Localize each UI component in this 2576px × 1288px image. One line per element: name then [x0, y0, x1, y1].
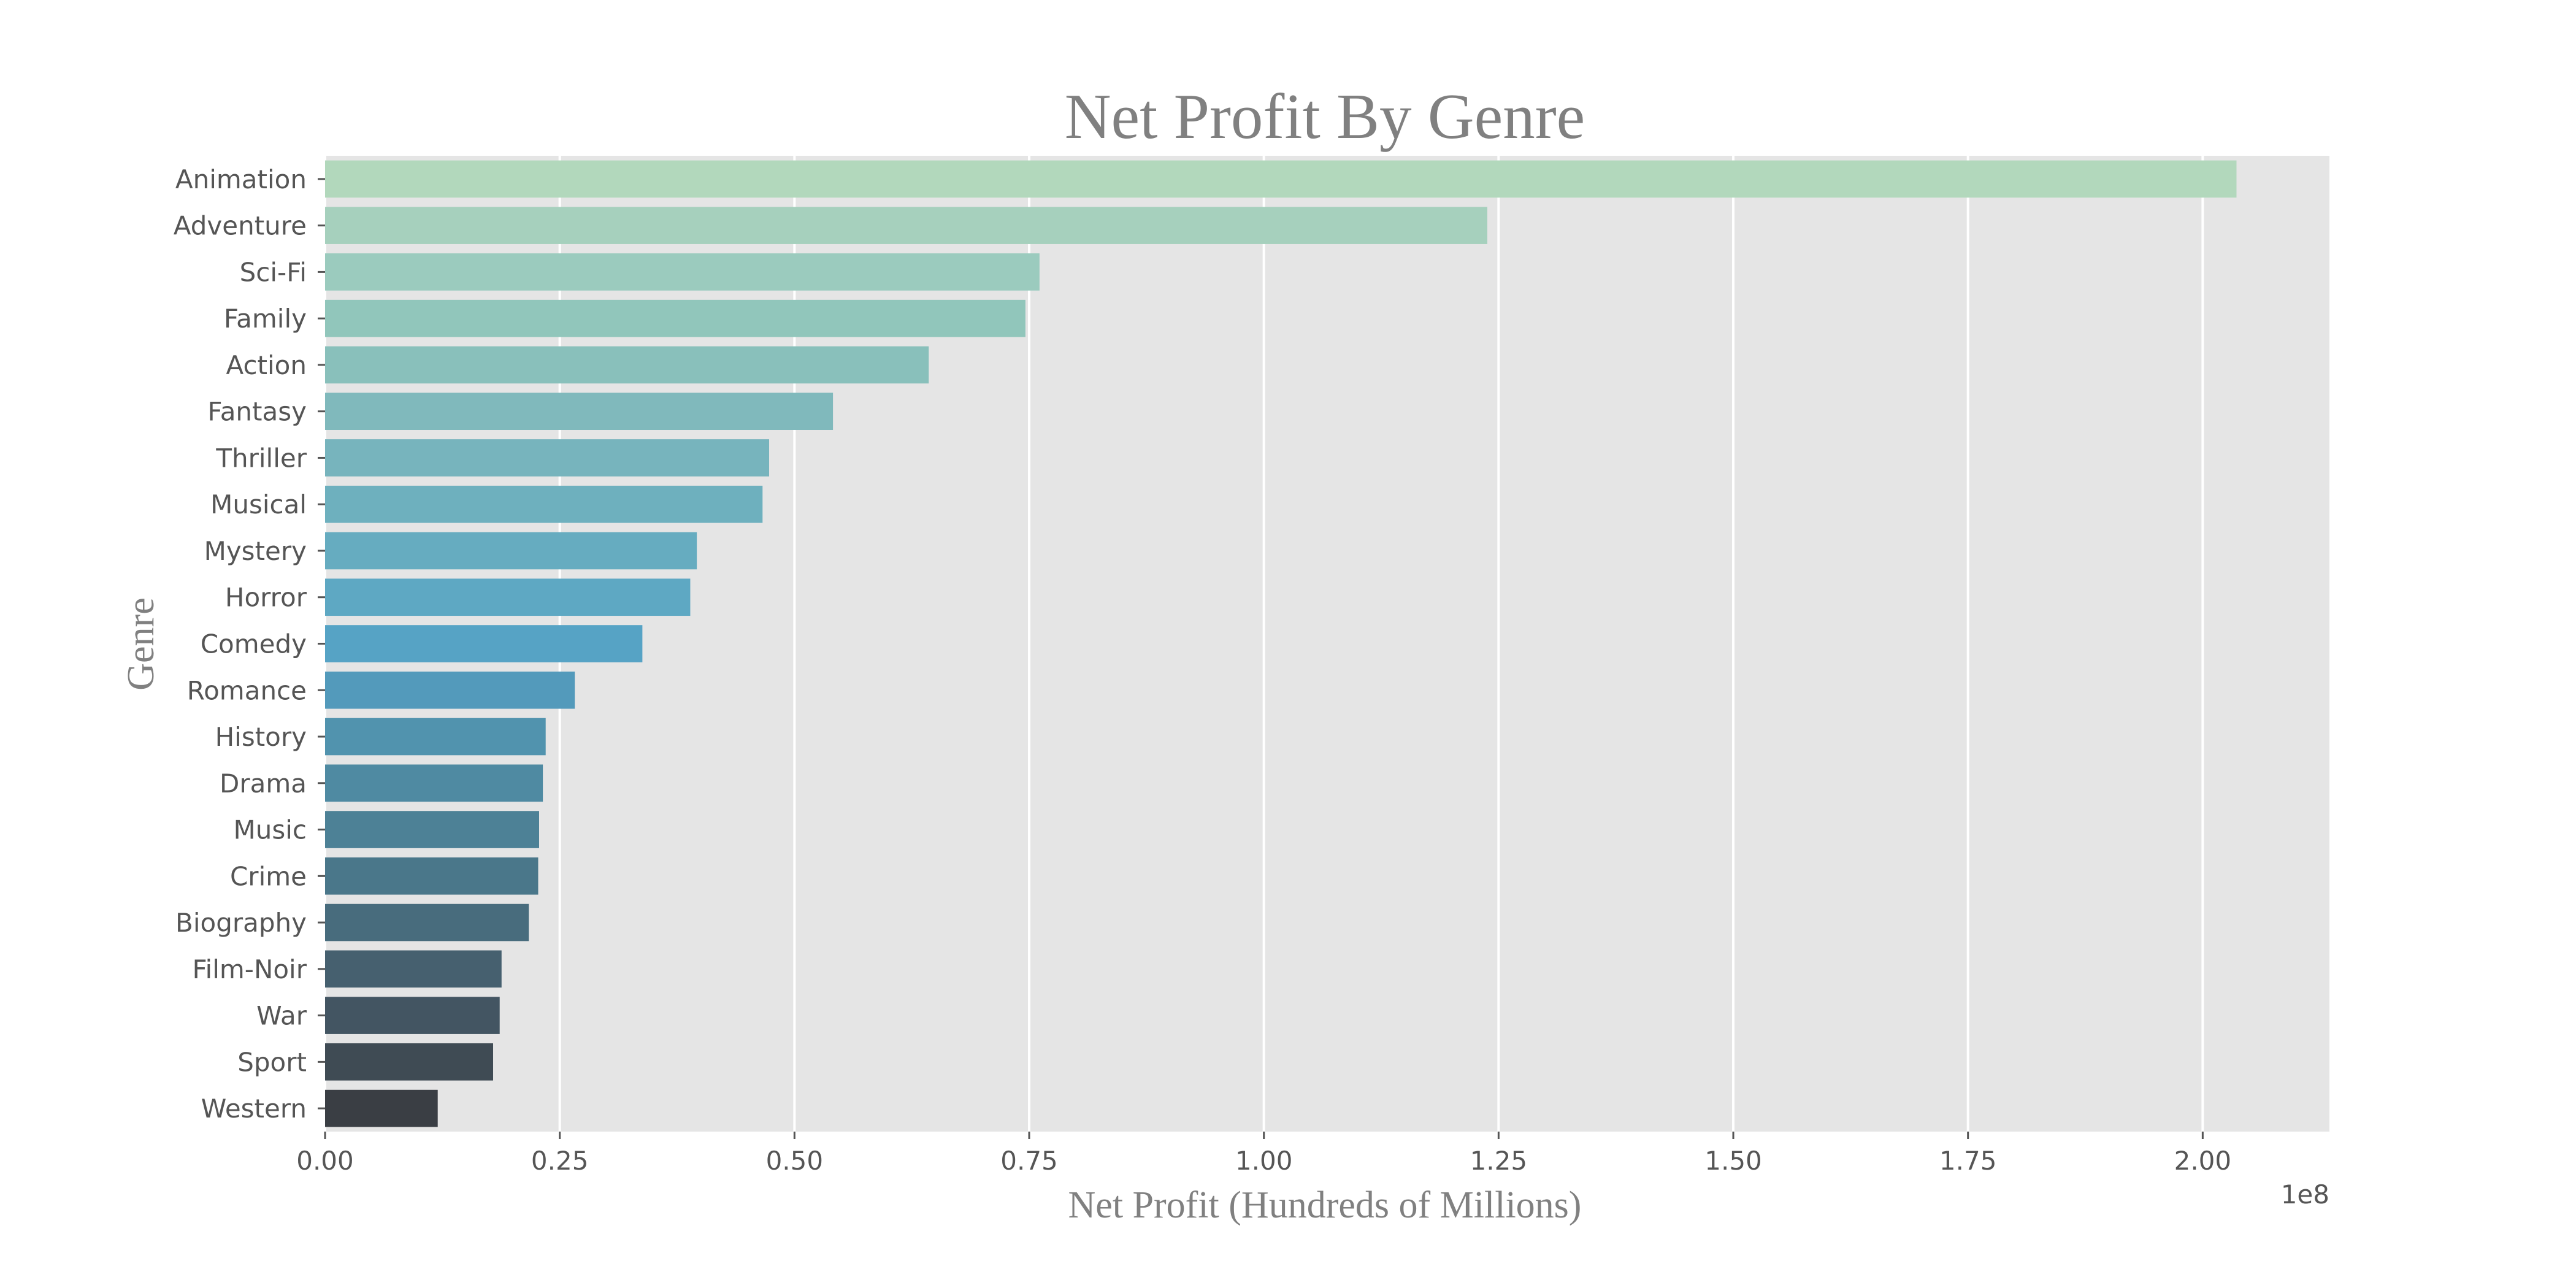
y-tick-label-musical: Musical [210, 489, 307, 519]
y-tick-label-thriller: Thriller [215, 443, 307, 473]
bar-mystery [325, 532, 697, 570]
y-tick-label-biography: Biography [175, 908, 307, 938]
bar-action [325, 346, 929, 384]
bar-thriller [325, 439, 770, 477]
y-tick-label-sport: Sport [237, 1047, 307, 1077]
bar-film-noir [325, 950, 502, 988]
y-tick-label-crime: Crime [230, 861, 307, 891]
x-tick-label-0: 0.00 [296, 1146, 354, 1176]
y-tick-label-comedy: Comedy [201, 629, 307, 659]
bar-horror [325, 578, 691, 616]
x-axis-ticks: 0.00 0.25 0.50 0.75 1.00 1.25 1.50 1.75 2.00 [296, 1132, 2231, 1176]
bars [325, 160, 2237, 1127]
x-tick-label-4: 1.00 [1235, 1146, 1293, 1176]
x-tick-label-8: 2.00 [2174, 1146, 2232, 1176]
x-tick-label-1: 0.25 [531, 1146, 589, 1176]
bar-animation [325, 160, 2237, 198]
chart-title: Net Profit By Genre [1065, 80, 1585, 152]
y-tick-label-action: Action [226, 350, 307, 380]
bar-sci-fi [325, 253, 1040, 291]
y-tick-label-romance: Romance [187, 675, 307, 705]
bar-fantasy [325, 393, 834, 430]
y-tick-label-war: War [256, 1001, 307, 1031]
y-axis-ticks: Animation Adventure Sci-Fi Family Action Fant… [174, 164, 325, 1124]
y-tick-label-family: Family [224, 304, 307, 334]
bar-musical [325, 485, 763, 523]
x-tick-label-7: 1.75 [1939, 1146, 1997, 1176]
bar-comedy [325, 625, 643, 662]
bar-sport [325, 1043, 493, 1081]
y-tick-label-fantasy: Fantasy [207, 397, 307, 427]
y-tick-label-animation: Animation [175, 164, 307, 194]
x-axis-label: Net Profit (Hundreds of Millions) [1068, 1184, 1582, 1226]
x-tick-label-6: 1.50 [1704, 1146, 1762, 1176]
y-tick-label-mystery: Mystery [204, 536, 307, 566]
y-tick-label-adventure: Adventure [174, 211, 307, 241]
y-tick-label-history: History [215, 722, 307, 752]
y-tick-label-horror: Horror [225, 583, 307, 613]
axis-offset-label: 1e8 [2281, 1179, 2329, 1209]
bar-war [325, 997, 500, 1034]
bar-history [325, 718, 546, 756]
bar-drama [325, 764, 543, 802]
bar-music [325, 811, 539, 848]
bar-biography [325, 903, 529, 941]
bar-western [325, 1089, 438, 1127]
bar-family [325, 299, 1025, 337]
x-tick-label-5: 1.25 [1470, 1146, 1528, 1176]
y-tick-label-film-noir: Film-Noir [192, 954, 307, 984]
x-tick-label-3: 0.75 [1000, 1146, 1058, 1176]
bar-romance [325, 671, 575, 709]
y-axis-label: Genre [120, 597, 162, 690]
y-tick-label-western: Western [201, 1094, 307, 1124]
y-tick-label-music: Music [234, 815, 307, 845]
bar-adventure [325, 207, 1487, 244]
x-tick-label-2: 0.50 [766, 1146, 824, 1176]
bar-crime [325, 857, 539, 895]
y-tick-label-drama: Drama [220, 769, 307, 799]
y-tick-label-sci-fi: Sci-Fi [240, 257, 307, 287]
